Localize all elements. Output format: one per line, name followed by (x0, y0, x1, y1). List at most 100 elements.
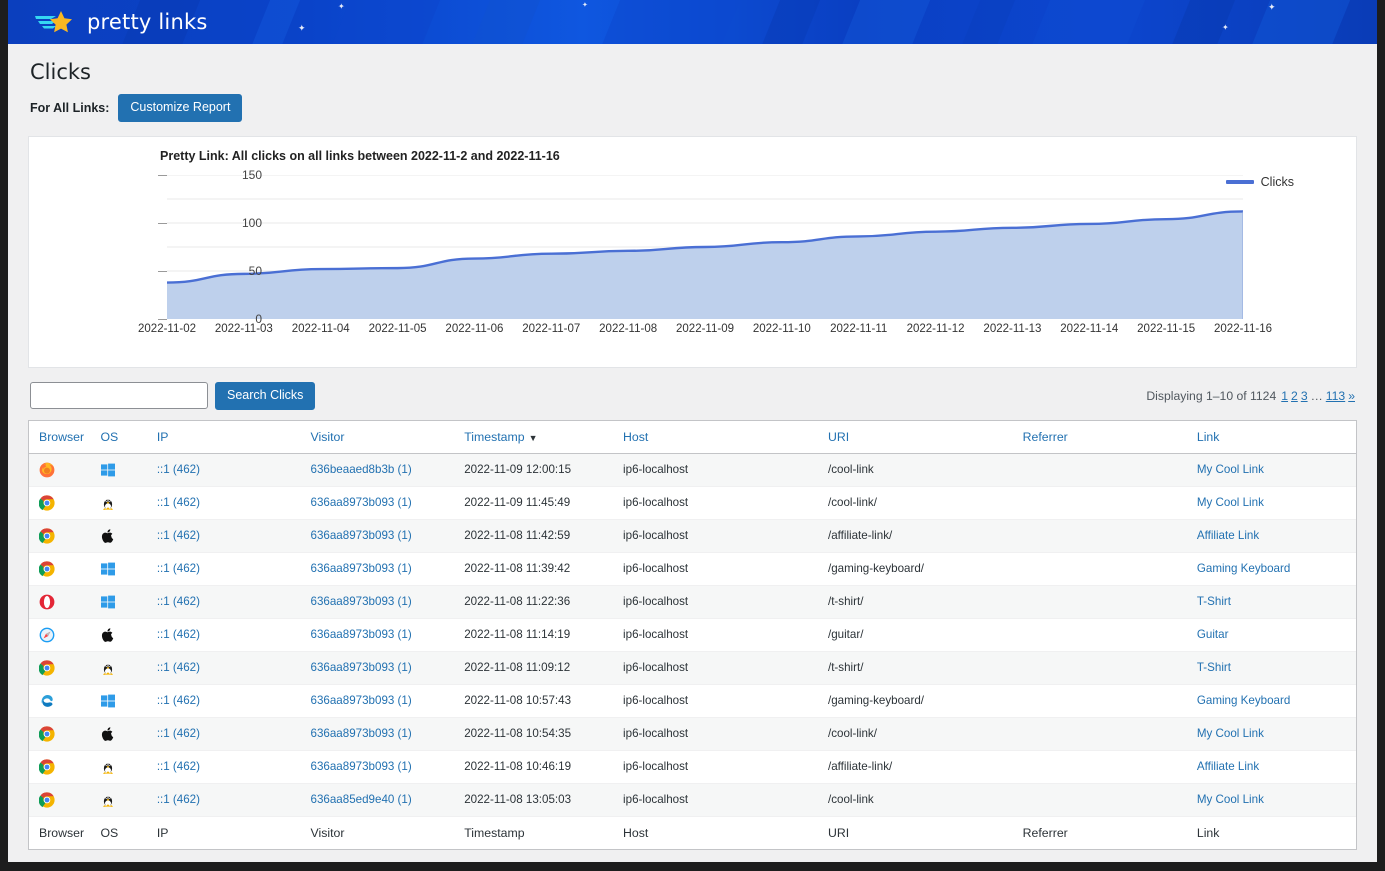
cell-link[interactable]: My Cool Link (1186, 717, 1356, 751)
cell-host: ip6-localhost (613, 717, 818, 751)
cell-visitor[interactable]: 636aa8973b093 (1) (300, 519, 455, 553)
pagination-page-3[interactable]: 3 (1300, 388, 1308, 403)
cell-visitor[interactable]: 636aa8973b093 (1) (300, 618, 455, 652)
cell-ip[interactable]: ::1 (462) (146, 618, 301, 652)
cell-ip[interactable]: ::1 (462) (146, 585, 301, 619)
cell-ip[interactable]: ::1 (462) (146, 486, 301, 520)
cell-link[interactable]: My Cool Link (1186, 453, 1356, 487)
cell-ip[interactable]: ::1 (462) (146, 453, 301, 487)
cell-link-link[interactable]: My Cool Link (1196, 793, 1264, 806)
cell-browser (29, 453, 91, 487)
cell-visitor[interactable]: 636beaaed8b3b (1) (300, 453, 455, 487)
table-column-visitor[interactable]: Visitor (300, 815, 455, 849)
table-column-ip[interactable]: IP (146, 420, 301, 454)
cell-link-link[interactable]: My Cool Link (1196, 727, 1264, 740)
cell-link[interactable]: Affiliate Link (1186, 519, 1356, 553)
cell-link[interactable]: T-Shirt (1186, 651, 1356, 685)
table-column-uri[interactable]: URI (817, 815, 1013, 849)
table-column-visitor[interactable]: Visitor (300, 420, 455, 454)
table-column-referrer[interactable]: Referrer (1012, 815, 1187, 849)
cell-link[interactable]: Gaming Keyboard (1186, 552, 1356, 586)
cell-visitor-link[interactable]: 636aa8973b093 (1) (310, 595, 412, 608)
cell-visitor-link[interactable]: 636beaaed8b3b (1) (310, 463, 412, 476)
cell-visitor-link[interactable]: 636aa85ed9e40 (1) (310, 793, 412, 806)
pagination-page-1[interactable]: 1 (1281, 388, 1289, 403)
table-column-os[interactable]: OS (90, 815, 147, 849)
cell-visitor[interactable]: 636aa8973b093 (1) (300, 651, 455, 685)
pagination-last-page[interactable]: 113 (1325, 388, 1346, 403)
cell-ip[interactable]: ::1 (462) (146, 651, 301, 685)
cell-link-link[interactable]: T-Shirt (1196, 595, 1232, 608)
cell-visitor-link[interactable]: 636aa8973b093 (1) (310, 661, 412, 674)
cell-visitor-link[interactable]: 636aa8973b093 (1) (310, 562, 412, 575)
cell-ip[interactable]: ::1 (462) (146, 684, 301, 718)
table-column-link[interactable]: Link (1186, 815, 1356, 849)
cell-ip-link[interactable]: ::1 (462) (156, 496, 200, 509)
cell-referrer (1012, 519, 1187, 553)
cell-link[interactable]: T-Shirt (1186, 585, 1356, 619)
search-controls: Search Clicks (30, 381, 316, 410)
cell-ip-link[interactable]: ::1 (462) (156, 727, 200, 740)
cell-ip-link[interactable]: ::1 (462) (156, 463, 200, 476)
cell-link-link[interactable]: My Cool Link (1196, 463, 1264, 476)
table-column-uri[interactable]: URI (817, 420, 1013, 454)
cell-ip[interactable]: ::1 (462) (146, 717, 301, 751)
table-column-timestamp[interactable]: Timestamp ▼ (454, 420, 614, 454)
cell-visitor-link[interactable]: 636aa8973b093 (1) (310, 628, 412, 641)
linux-icon (100, 760, 116, 774)
cell-link-link[interactable]: Affiliate Link (1196, 529, 1260, 542)
table-column-referrer[interactable]: Referrer (1012, 420, 1187, 454)
search-clicks-button[interactable]: Search Clicks (215, 381, 316, 410)
table-column-os[interactable]: OS (90, 420, 147, 454)
cell-ip[interactable]: ::1 (462) (146, 552, 301, 586)
customize-report-button[interactable]: Customize Report (118, 94, 243, 122)
cell-link[interactable]: My Cool Link (1186, 783, 1356, 817)
app-header: ✦ ✦ ✦ ✦ ✦ pretty links (8, 0, 1377, 44)
cell-visitor-link[interactable]: 636aa8973b093 (1) (310, 529, 412, 542)
cell-ip-link[interactable]: ::1 (462) (156, 628, 200, 641)
cell-link[interactable]: Guitar (1186, 618, 1356, 652)
cell-ip[interactable]: ::1 (462) (146, 750, 301, 784)
cell-ip-link[interactable]: ::1 (462) (156, 760, 200, 773)
cell-ip-link[interactable]: ::1 (462) (156, 694, 200, 707)
cell-ip-link[interactable]: ::1 (462) (156, 595, 200, 608)
cell-visitor[interactable]: 636aa8973b093 (1) (300, 585, 455, 619)
cell-visitor[interactable]: 636aa8973b093 (1) (300, 717, 455, 751)
cell-visitor-link[interactable]: 636aa8973b093 (1) (310, 496, 412, 509)
cell-link-link[interactable]: Affiliate Link (1196, 760, 1260, 773)
pagination-next[interactable]: » (1348, 388, 1355, 403)
cell-visitor-link[interactable]: 636aa8973b093 (1) (310, 760, 412, 773)
search-input[interactable] (30, 382, 208, 410)
pretty-links-logo[interactable]: pretty links (34, 0, 207, 44)
cell-ip[interactable]: ::1 (462) (146, 519, 301, 553)
cell-ip-link[interactable]: ::1 (462) (156, 562, 200, 575)
table-column-timestamp[interactable]: Timestamp (454, 815, 614, 849)
pagination-page-2[interactable]: 2 (1291, 388, 1298, 403)
cell-link-link[interactable]: Gaming Keyboard (1196, 694, 1291, 707)
cell-link-link[interactable]: Gaming Keyboard (1196, 562, 1291, 575)
cell-ip-link[interactable]: ::1 (462) (156, 529, 200, 542)
table-column-link[interactable]: Link (1186, 420, 1356, 454)
table-column-browser[interactable]: Browser (29, 815, 91, 849)
table-column-ip[interactable]: IP (146, 815, 301, 849)
chart-x-tick-label: 2022-11-11 (830, 322, 888, 335)
cell-visitor[interactable]: 636aa8973b093 (1) (300, 552, 455, 586)
cell-ip[interactable]: ::1 (462) (146, 783, 301, 817)
cell-ip-link[interactable]: ::1 (462) (156, 661, 200, 674)
cell-link[interactable]: Affiliate Link (1186, 750, 1356, 784)
cell-link-link[interactable]: Guitar (1196, 628, 1229, 641)
cell-link-link[interactable]: T-Shirt (1196, 661, 1232, 674)
cell-link[interactable]: Gaming Keyboard (1186, 684, 1356, 718)
table-column-host[interactable]: Host (613, 420, 818, 454)
cell-visitor[interactable]: 636aa8973b093 (1) (300, 486, 455, 520)
table-column-host[interactable]: Host (613, 815, 818, 849)
cell-link[interactable]: My Cool Link (1186, 486, 1356, 520)
cell-visitor[interactable]: 636aa8973b093 (1) (300, 750, 455, 784)
cell-visitor[interactable]: 636aa85ed9e40 (1) (300, 783, 455, 817)
cell-ip-link[interactable]: ::1 (462) (156, 793, 200, 806)
cell-visitor[interactable]: 636aa8973b093 (1) (300, 684, 455, 718)
table-column-browser[interactable]: Browser (29, 420, 91, 454)
cell-visitor-link[interactable]: 636aa8973b093 (1) (310, 694, 412, 707)
cell-visitor-link[interactable]: 636aa8973b093 (1) (310, 727, 412, 740)
cell-link-link[interactable]: My Cool Link (1196, 496, 1264, 509)
